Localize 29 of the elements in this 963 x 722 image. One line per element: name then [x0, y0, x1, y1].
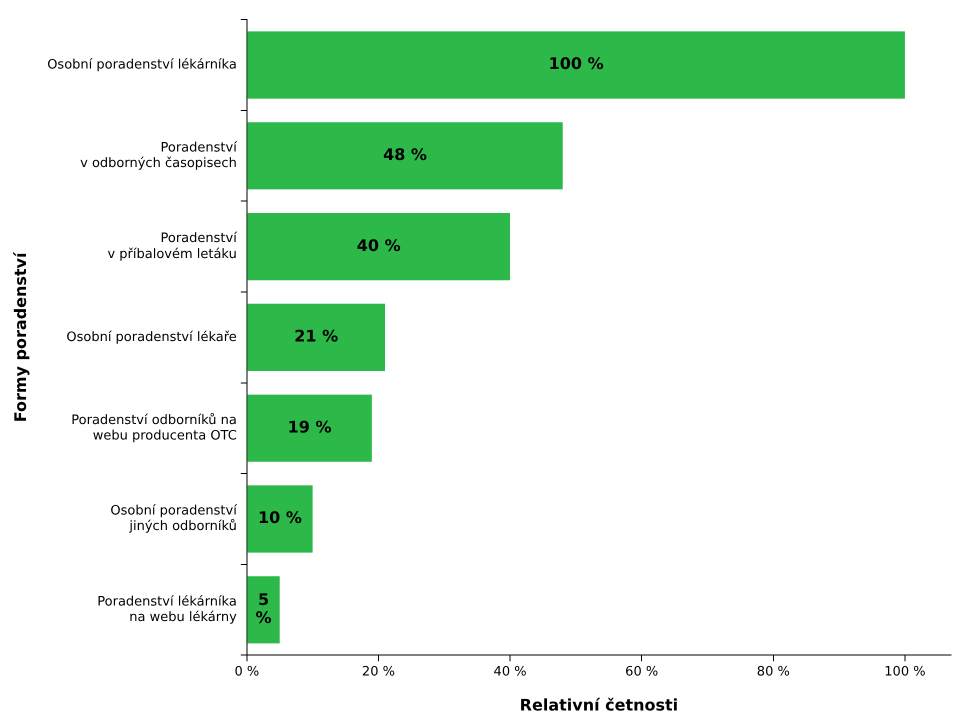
y-tick-label: Poradenství odborníků na webu producenta OTC — [71, 412, 237, 444]
data-label: 10 % — [258, 508, 302, 528]
bar — [247, 31, 905, 99]
x-tick-label: 100 % — [884, 664, 926, 680]
bar — [247, 122, 563, 190]
x-axis-title: Relativní četnosti — [520, 696, 678, 715]
y-tick-label: Poradenství v odborných časopisech — [80, 140, 238, 171]
data-label: 100 % — [548, 54, 604, 74]
bar — [247, 394, 372, 462]
data-label: 48 % — [383, 144, 427, 164]
x-tick-label: 20 % — [362, 664, 395, 680]
data-label: 21 % — [294, 326, 338, 346]
data-label: 5 % — [256, 590, 272, 627]
bar — [247, 485, 313, 553]
x-tick-label: 80 % — [756, 664, 790, 680]
y-tick-label: Poradenství lékárníka na webu lékárny — [97, 594, 238, 625]
y-tick-label: Osobní poradenství lékárníka — [47, 57, 237, 72]
x-tick-label: 40 % — [494, 664, 527, 680]
x-tick-label: 60 % — [625, 664, 658, 680]
x-tick-label: 0 % — [234, 664, 260, 680]
data-label: 19 % — [288, 417, 332, 436]
bar — [247, 576, 280, 644]
bar — [247, 304, 386, 371]
data-label: 40 % — [356, 236, 401, 255]
y-tick-label: Osobní poradenství jiných odborníků — [110, 504, 238, 534]
y-tick-label: Osobní poradenství lékaře — [66, 330, 237, 345]
bar — [247, 213, 510, 280]
y-tick-label: Poradenství v příbalovém letáku — [107, 231, 238, 262]
y-axis-title: Formy poradenství — [10, 251, 30, 422]
